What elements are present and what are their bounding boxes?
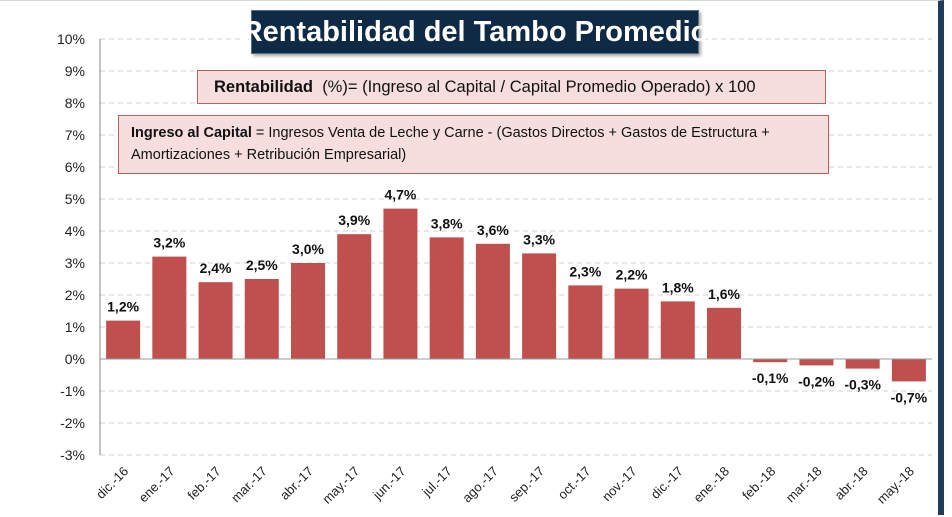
bar: [337, 234, 372, 359]
bar: [891, 359, 926, 382]
bar: [244, 279, 279, 359]
data-label: 2,4%: [200, 260, 232, 276]
bar: [614, 288, 649, 359]
bar: [106, 320, 141, 359]
x-tick-label: feb.-17: [184, 464, 223, 503]
y-tick-label: 9%: [65, 63, 85, 79]
x-tick-label: ene.-18: [690, 464, 732, 506]
definition-line-2: Amortizaciones + Retribución Empresarial…: [131, 147, 407, 163]
formula-text: (%)= (Ingreso al Capital / Capital Prome…: [322, 77, 756, 96]
data-label: 1,2%: [107, 299, 139, 315]
x-tick-label: mar.-17: [228, 464, 270, 506]
definition-label: Ingreso al Capital: [131, 125, 252, 141]
definition-box: Ingreso al Capital = Ingresos Venta de L…: [118, 115, 829, 174]
y-tick-label: 8%: [65, 95, 85, 111]
data-label: -0,3%: [844, 377, 881, 393]
y-tick-label: 1%: [65, 319, 85, 335]
y-tick-label: 7%: [65, 127, 85, 143]
y-tick-label: 4%: [65, 223, 85, 239]
y-tick-label: 5%: [65, 191, 85, 207]
bar: [568, 285, 603, 359]
x-tick-label: sep.-17: [506, 464, 547, 505]
x-tick-label: may.-17: [319, 464, 362, 507]
x-tick-label: mar.-18: [783, 464, 825, 506]
data-label: 3,0%: [292, 241, 324, 257]
bar: [198, 282, 233, 359]
bar: [707, 307, 741, 359]
data-label: 3,3%: [523, 231, 555, 247]
chart-title: Rentabilidad del Tambo Promedio: [242, 10, 708, 54]
x-tick-label: oct.-17: [555, 464, 594, 503]
data-label: -0,1%: [752, 370, 789, 386]
y-tick-label: 0%: [65, 351, 85, 367]
data-label: 3,2%: [153, 235, 185, 251]
x-tick-label: dic.-16: [93, 464, 131, 502]
formula-label: Rentabilidad: [214, 77, 314, 96]
bar: [429, 237, 464, 359]
x-tick-label: abr.-17: [277, 464, 316, 503]
x-tick-label: ene.-17: [136, 464, 178, 506]
y-tick-label: -1%: [60, 383, 85, 399]
bar: [152, 256, 187, 359]
bar: [475, 243, 510, 359]
y-tick-label: -3%: [60, 447, 85, 463]
data-label: 1,6%: [708, 286, 740, 302]
bar: [799, 359, 834, 366]
x-tick-label: nov.-17: [599, 464, 640, 505]
data-label: -0,7%: [891, 389, 928, 405]
data-label: -0,2%: [798, 373, 835, 389]
x-tick-label: abr.-18: [832, 464, 871, 503]
data-label: 2,5%: [246, 257, 278, 273]
formula-box: Rentabilidad (%)= (Ingreso al Capital / …: [197, 70, 826, 104]
data-label: 4,7%: [384, 187, 416, 203]
data-label: 2,2%: [616, 267, 648, 283]
x-tick-label: jul.-17: [418, 464, 454, 500]
definition-text-1: = Ingresos Venta de Leche y Carne - (Gas…: [255, 125, 770, 141]
data-label: 2,3%: [569, 263, 601, 279]
x-tick-label: may.-18: [874, 464, 917, 507]
y-tick-label: 6%: [65, 159, 85, 175]
data-label: 3,9%: [338, 212, 370, 228]
data-label: 1,8%: [662, 279, 694, 295]
definition-line-1: Ingreso al Capital = Ingresos Venta de L…: [131, 122, 818, 144]
data-label: 3,6%: [477, 222, 509, 238]
x-tick-label: dic.-17: [648, 464, 686, 502]
x-tick-label: ago.-17: [459, 464, 501, 506]
x-tick-label: feb.-18: [739, 464, 778, 503]
bar: [845, 359, 880, 369]
bar: [522, 253, 557, 359]
bar: [660, 301, 695, 359]
bar: [291, 263, 325, 359]
bar: [753, 359, 788, 363]
bar: [383, 208, 418, 359]
y-tick-label: 3%: [65, 255, 85, 271]
x-tick-label: jun.-17: [369, 464, 408, 503]
y-tick-label: -2%: [60, 415, 85, 431]
data-label: 3,8%: [431, 215, 463, 231]
y-tick-label: 2%: [65, 287, 85, 303]
y-tick-label: 10%: [57, 31, 85, 47]
